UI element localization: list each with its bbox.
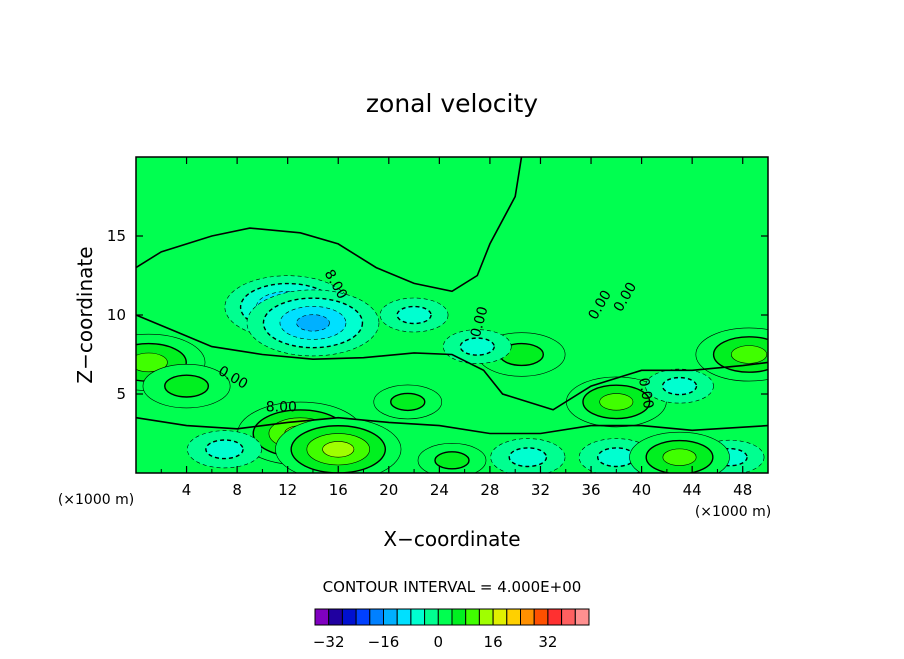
y-tick-label: 10 (107, 306, 126, 324)
x-tick-label: 36 (581, 481, 600, 499)
field-region (205, 439, 244, 460)
field-regions (136, 275, 768, 473)
field-region (459, 337, 495, 356)
colorbar-swatch (533, 608, 549, 626)
colorbar-swatch (437, 608, 453, 626)
y-axis-label: Z−coordinate (73, 246, 97, 383)
colorbar-tick-label: −32 (313, 633, 345, 651)
contour-lines (136, 157, 768, 435)
zero-contour-line (136, 314, 768, 411)
field-region (296, 314, 330, 332)
x-tick-label: 12 (278, 481, 297, 499)
contour-label: 8.00 (266, 399, 297, 415)
colorbar-swatch (547, 608, 563, 626)
field-region (731, 345, 768, 364)
x-axis-label: X−coordinate (383, 527, 520, 551)
colorbar-swatch (355, 608, 371, 626)
colorbar-swatch (506, 608, 521, 626)
colorbar-swatch (561, 608, 576, 626)
colorbar-tick-label: 0 (434, 633, 444, 651)
colorbar-swatch (492, 608, 508, 626)
field-region (164, 374, 210, 398)
colorbar-swatch (410, 608, 426, 626)
x-tick-label: 48 (733, 481, 752, 499)
contour-interval-label: CONTOUR INTERVAL = 4.000E+00 (323, 578, 582, 596)
y-tick-label: 5 (116, 385, 126, 403)
zero-contour-line (136, 157, 523, 293)
field-region (396, 305, 432, 325)
x-tick-label: 20 (379, 481, 398, 499)
colorbar-swatch (520, 608, 535, 626)
x-tick-label: 24 (430, 481, 449, 499)
colorbar-swatch (574, 608, 590, 626)
field-region (508, 447, 548, 468)
colorbar-swatch (396, 608, 412, 626)
x-tick-label: 40 (632, 481, 651, 499)
colorbar-swatch (314, 608, 330, 626)
colorbar-ticks: −32 −16 0 16 32 (313, 633, 558, 651)
field-region (661, 376, 698, 396)
x-tick-label: 8 (232, 481, 242, 499)
colorbar-tick-label: −16 (368, 633, 400, 651)
colorbar-swatch (465, 608, 480, 626)
x-tick-label: 4 (182, 481, 192, 499)
field-region (322, 441, 355, 458)
contour-label: 0.00 (468, 305, 492, 339)
x-tick-label: 16 (329, 481, 348, 499)
zero-contour-line (136, 416, 768, 435)
colorbar-swatch (328, 608, 343, 626)
colorbar-swatch (478, 608, 494, 626)
y-tick-label: 15 (107, 227, 126, 245)
x-tick-label: 32 (531, 481, 550, 499)
colorbar-tick-label: 32 (538, 633, 557, 651)
colorbar-swatch (383, 608, 398, 626)
x-axis: 4 8 12 16 20 24 28 32 36 40 44 48 (160, 157, 752, 499)
x-unit-label-right: (×1000 m) (695, 504, 771, 520)
chart-title: zonal velocity (366, 89, 538, 118)
colorbar (314, 608, 590, 626)
field-region (390, 392, 426, 412)
colorbar-swatch (451, 608, 467, 626)
field-region (434, 451, 470, 470)
x-tick-label: 44 (683, 481, 702, 499)
colorbar-tick-label: 16 (484, 633, 503, 651)
y-axis: 5 10 15 (107, 227, 768, 403)
x-unit-label: (×1000 m) (58, 492, 134, 508)
field-region (599, 393, 634, 411)
contour-label: 0.00 (635, 377, 656, 410)
colorbar-swatch (424, 608, 439, 626)
field-region (136, 352, 168, 373)
colorbar-swatch (341, 608, 357, 626)
colorbar-swatch (369, 608, 384, 626)
field-region (662, 448, 697, 466)
x-tick-label: 28 (480, 481, 499, 499)
